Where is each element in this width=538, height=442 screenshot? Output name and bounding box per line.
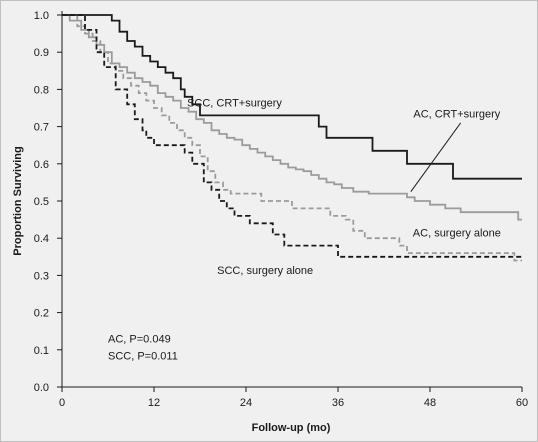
- y-tick-label: 0.5: [34, 196, 49, 208]
- curve-label: SCC, CRT+surgery: [187, 97, 282, 109]
- curve-label: AC, surgery alone: [413, 228, 501, 240]
- y-axis-title: Proportion Surviving: [12, 146, 24, 255]
- leader-line: [410, 122, 462, 192]
- y-tick-label: 1.0: [34, 10, 49, 22]
- y-tick-label: 0.3: [34, 270, 49, 282]
- curve-ac-crt-surgery: [62, 14, 522, 221]
- curve-label: AC, CRT+surgery: [413, 109, 500, 121]
- x-tick-label: 24: [240, 397, 252, 409]
- curve-scc-crt-surgery: [62, 14, 522, 180]
- x-tick-label: 48: [424, 397, 436, 409]
- curve-labels: SCC, CRT+surgery AC, CRT+surgery AC, surge…: [108, 97, 501, 362]
- y-tick-label: 0.6: [34, 159, 49, 171]
- y-tick-label: 0.0: [34, 382, 49, 394]
- curve-scc-surgery-alone: [62, 14, 522, 258]
- curve-ac-surgery-alone: [62, 14, 522, 262]
- y-tick-label: 0.9: [34, 47, 49, 59]
- x-tick-label: 60: [516, 397, 528, 409]
- x-tick-label: 12: [148, 397, 160, 409]
- x-tick-label: 36: [332, 397, 344, 409]
- y-tick-label: 0.8: [34, 84, 49, 96]
- y-tick-label: 0.7: [34, 122, 49, 134]
- y-tick-label: 0.4: [34, 233, 49, 245]
- y-tick-label: 0.2: [34, 308, 49, 320]
- x-tick-label: 0: [59, 397, 65, 409]
- p-value-text: AC, P=0.049: [108, 334, 171, 346]
- y-tick-label: 0.1: [34, 345, 49, 357]
- p-value-text: SCC, P=0.011: [108, 350, 178, 362]
- x-axis-title: Follow-up (mo): [252, 422, 331, 434]
- survival-curves: [62, 14, 522, 262]
- curve-label: SCC, surgery alone: [217, 265, 313, 277]
- axes: 0 12 24 36 48 60 0.0 0.1 0.2 0.3 0.4 0.5 0.6 0.7 0.8 0.…: [34, 10, 528, 409]
